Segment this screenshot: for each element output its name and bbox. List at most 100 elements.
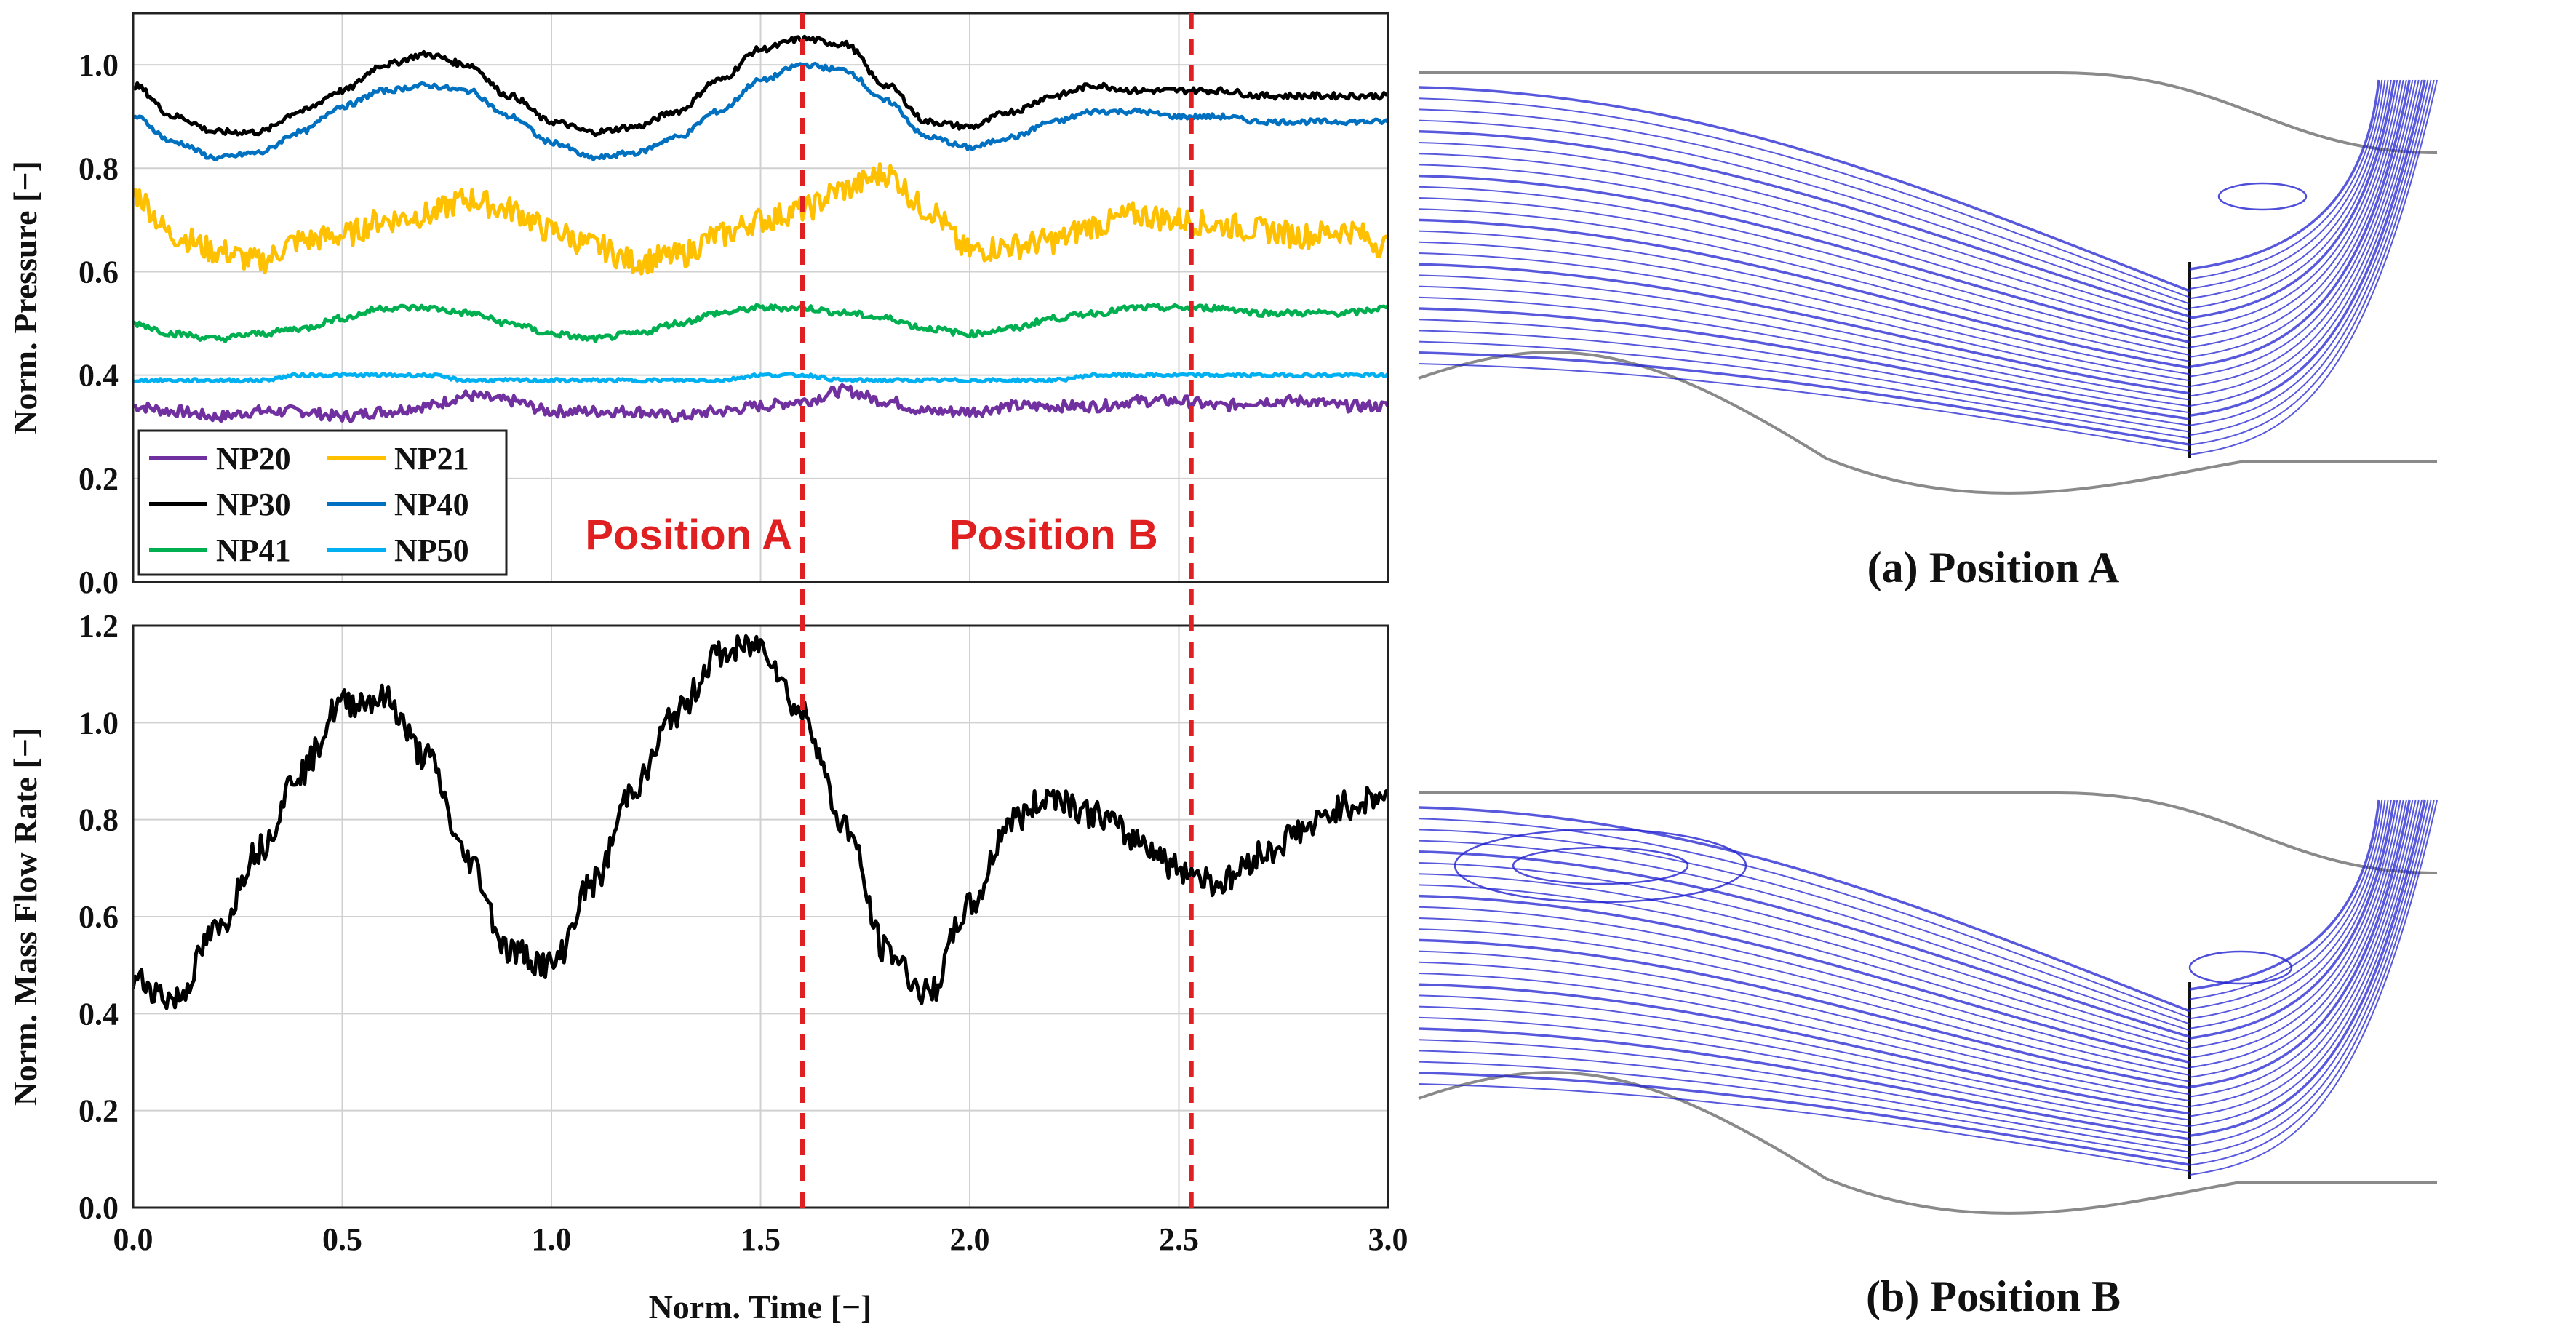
mass-flow-grid [132,625,1389,1208]
streamline [1418,983,2190,1115]
streamline [2189,79,2435,446]
series-line-np50 [133,372,1388,384]
streamline [1418,274,2190,401]
streamline [1418,319,2190,426]
streamline [1418,894,2190,1064]
streamline [1418,340,2190,439]
streamline [1418,1016,2190,1134]
x-tick-label: 0.5 [322,1221,362,1257]
streamline [1418,818,2190,1018]
streamline [1418,208,2190,362]
y-tick-label: 0.0 [79,1190,119,1226]
streamline [2189,79,2429,426]
streamline [2189,79,2404,348]
time-x-label: Norm. Time [−] [649,1288,872,1325]
y-tick-label: 0.2 [79,1093,119,1129]
mass-flow-y-label: Norm. Mass Flow Rate [−] [7,727,44,1106]
mass-flow-chart: 0.0 0.2 0.4 0.6 0.8 1.0 1.2 0.0 0.5 1.0 1.5 2.0 2.5… [7,608,1408,1325]
streamline [1418,884,2190,1057]
streamline [2189,799,2396,1040]
streamline [1418,351,2190,446]
duct-wall [1418,351,2437,495]
streamline [2189,799,2401,1058]
series-line-np30 [133,34,1388,137]
mass-flow-plot-frame [132,624,1389,1209]
pressure-series [133,34,1388,423]
streamline [1418,86,2190,292]
series-line-np20 [133,383,1388,423]
streamline [2189,799,2404,1069]
streamline [2189,799,2432,1157]
streamline [2189,799,2407,1078]
streamline [1418,994,2190,1121]
legend-label: NP40 [394,487,469,522]
streamline [2189,79,2398,329]
streamline [2189,799,2417,1108]
streamline [2189,79,2383,280]
duct-wall [1419,71,2438,154]
streamline [1418,330,2190,433]
recirculation-zone [1454,828,1747,904]
y-tick-label: 1.0 [79,47,119,83]
streamline [1418,928,2190,1082]
y-tick-label: 1.0 [79,705,119,741]
streamline [1418,862,2190,1044]
streamline [1418,241,2190,382]
duct-wall [1419,791,2438,874]
streamline [1418,197,2190,356]
flow-panel-a: (a) Position A [1418,71,2438,591]
streamline [2189,79,2438,455]
series-line-np21 [133,162,1388,276]
series-line-np41 [133,303,1388,344]
streamline [1418,285,2190,407]
x-tick-label: 1.5 [741,1221,781,1257]
streamline [1418,1083,2190,1172]
pressure-chart: 0.0 0.2 0.4 0.6 0.8 1.0 Norm. Pressure [−] NP… [7,12,1389,600]
streamline [1418,1072,2190,1166]
x-tick-label: 1.0 [532,1221,572,1257]
legend-label: NP21 [394,441,469,476]
streamline [1418,906,2190,1070]
y-tick-label: 0.6 [79,899,119,935]
streamline [1418,938,2190,1090]
streamline [2189,799,2380,991]
streamline [1418,806,2190,1013]
legend-label: NP41 [216,533,291,568]
streamline [2189,79,2420,397]
mass-flow-series [133,634,1388,1010]
streamline [1418,174,2190,344]
recirculation-zone [2188,950,2293,985]
streamline [2189,79,2401,338]
y-tick-label: 0.8 [79,802,119,838]
streamline [1418,130,2190,318]
streamline [1418,108,2190,305]
streamline [1418,97,2190,298]
streamline [1418,230,2190,375]
streamline [2189,79,2417,388]
pressure-y-label: Norm. Pressure [−] [7,161,44,434]
streamline [1418,363,2190,452]
y-tick-label: 0.4 [79,358,119,394]
streamline [1418,307,2190,420]
streamline [2189,799,2392,1029]
streamline [1418,119,2190,311]
streamline [2189,799,2420,1117]
streamline [1418,1061,2190,1160]
y-tick-label: 0.6 [79,254,119,290]
caption-a: (a) Position A [1867,543,2120,591]
streamline [1418,973,2190,1108]
pressure-y-ticks: 0.0 0.2 0.4 0.6 0.8 1.0 [79,47,119,600]
mass-flow-x-ticks: 0.0 0.5 1.0 1.5 2.0 2.5 3.0 [113,1221,1408,1257]
streamline [2189,799,2429,1146]
streamline [1418,1027,2190,1141]
y-tick-label: 0.8 [79,151,119,186]
mass-flow-line [133,634,1388,1010]
streamline [2189,799,2386,1010]
flow-panel-b: (b) Position B [1418,791,2438,1320]
streamline [2189,79,2389,300]
series-line-np40 [133,61,1388,161]
x-tick-label: 0.0 [113,1221,153,1257]
streamline [2189,799,2414,1098]
x-tick-label: 2.0 [950,1221,990,1257]
streamline [2189,799,2435,1166]
